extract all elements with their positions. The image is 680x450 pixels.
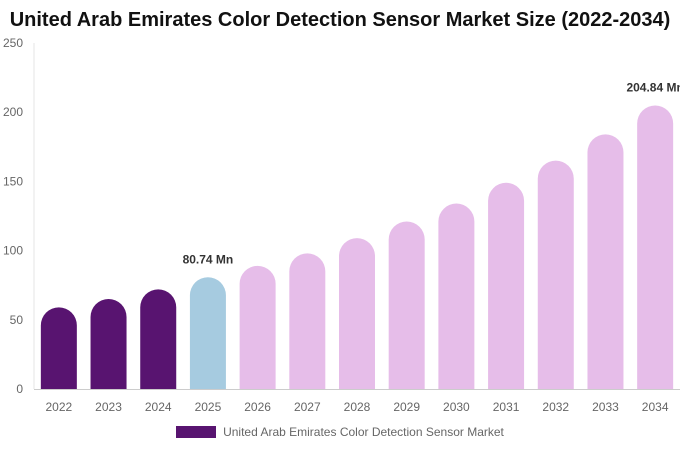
bar-2023 [90, 299, 127, 389]
x-tick-label: 2026 [244, 400, 271, 414]
x-tick-label: 2024 [145, 400, 172, 414]
x-tick-label: 2033 [592, 400, 619, 414]
y-tick-label: 150 [3, 174, 23, 188]
y-tick-label: 250 [3, 36, 23, 50]
x-tick-label: 2029 [393, 400, 420, 414]
bar-2030 [438, 203, 475, 389]
bar-2028 [339, 238, 375, 389]
x-tick-label: 2030 [443, 400, 470, 414]
bar-2031 [488, 182, 525, 389]
legend: United Arab Emirates Color Detection Sen… [0, 425, 680, 439]
data-label: 204.84 Mn [626, 81, 680, 95]
y-tick-label: 200 [3, 105, 23, 119]
x-tick-label: 2028 [344, 400, 371, 414]
bar-2026 [239, 265, 276, 389]
bar-2032 [537, 160, 574, 389]
x-tick-label: 2034 [642, 400, 669, 414]
bar-2027 [289, 253, 326, 389]
x-tick-label: 2027 [294, 400, 321, 414]
x-tick-label: 2031 [493, 400, 520, 414]
bar-2034 [637, 105, 674, 390]
data-label: 80.74 Mn [183, 252, 234, 266]
bar-2025 [189, 277, 226, 389]
bar-2029 [388, 221, 425, 389]
bar-2024 [140, 289, 177, 389]
legend-swatch [176, 426, 217, 438]
x-tick-label: 2023 [95, 400, 122, 414]
y-tick-label: 50 [10, 313, 24, 327]
x-tick-label: 2032 [542, 400, 569, 414]
bar-2022 [40, 307, 77, 389]
y-tick-label: 100 [3, 244, 23, 258]
legend-label: United Arab Emirates Color Detection Sen… [223, 425, 504, 439]
x-tick-label: 2022 [45, 400, 72, 414]
x-tick-label: 2025 [195, 400, 222, 414]
y-tick-label: 0 [16, 382, 23, 396]
bar-2033 [587, 134, 624, 389]
chart-title: United Arab Emirates Color Detection Sen… [9, 9, 671, 31]
